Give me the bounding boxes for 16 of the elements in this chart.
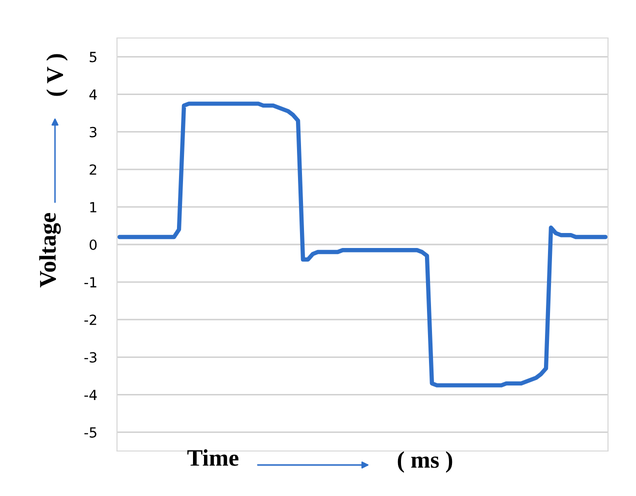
text: ( V ) (46, 54, 68, 96)
y-tick-label: 4 (89, 89, 97, 100)
y-tick-label: -4 (84, 390, 97, 400)
y-tick-label: -3 (84, 352, 96, 363)
y-tick-label: 1 (90, 202, 96, 212)
y-tick-label: -1 (84, 277, 96, 288)
y-tick-label: 0 (90, 239, 97, 250)
line-series (117, 102, 608, 388)
x-axis-title: Time (187, 449, 238, 466)
y-tick-label: 2 (90, 164, 96, 175)
y-tick-label: 3 (90, 126, 96, 138)
y-tick-label: 5 (90, 52, 96, 62)
y-tick-label: -2 (84, 314, 96, 325)
y-axis-title: Voltage (39, 213, 61, 288)
y-tick-label: -5 (84, 427, 96, 438)
text: ( ms ) (398, 451, 452, 473)
